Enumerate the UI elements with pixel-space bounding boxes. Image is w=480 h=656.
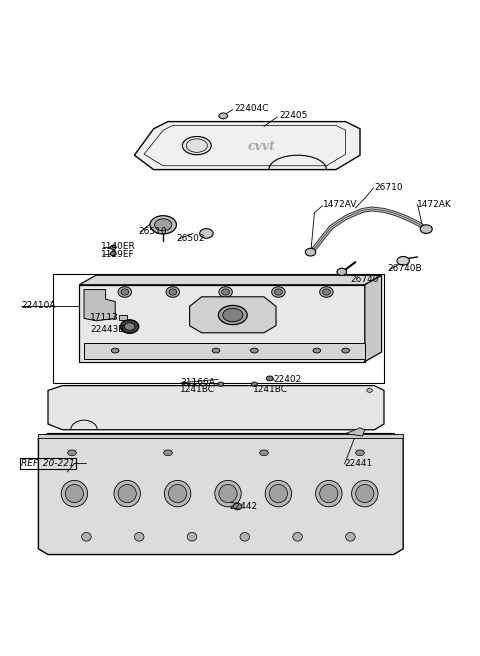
Ellipse shape <box>118 485 136 502</box>
Ellipse shape <box>252 382 257 386</box>
Ellipse shape <box>351 480 378 507</box>
Ellipse shape <box>164 480 191 507</box>
Text: 1241BC: 1241BC <box>252 385 288 394</box>
Polygon shape <box>38 434 403 438</box>
Text: 17113: 17113 <box>90 314 119 322</box>
Ellipse shape <box>260 450 268 456</box>
Ellipse shape <box>342 348 349 353</box>
Ellipse shape <box>275 289 282 295</box>
Ellipse shape <box>187 533 197 541</box>
Ellipse shape <box>313 348 321 353</box>
Polygon shape <box>365 276 382 361</box>
Polygon shape <box>84 343 365 359</box>
Ellipse shape <box>293 533 302 541</box>
Text: 1241BC: 1241BC <box>180 385 215 394</box>
Ellipse shape <box>219 113 228 119</box>
Text: 22404C: 22404C <box>234 104 269 113</box>
Ellipse shape <box>218 382 224 386</box>
Text: 26510: 26510 <box>138 226 167 236</box>
Ellipse shape <box>266 376 273 380</box>
Text: cvvt: cvvt <box>248 140 276 153</box>
Ellipse shape <box>68 450 76 456</box>
Ellipse shape <box>420 225 432 234</box>
Ellipse shape <box>356 485 374 502</box>
Ellipse shape <box>320 287 333 297</box>
Ellipse shape <box>114 480 140 507</box>
Bar <box>119 315 127 320</box>
Text: 22410A: 22410A <box>21 301 56 310</box>
Text: 26710: 26710 <box>374 183 403 192</box>
Text: 26740B: 26740B <box>388 264 422 274</box>
Ellipse shape <box>265 480 291 507</box>
Text: 1129EF: 1129EF <box>101 250 134 259</box>
Ellipse shape <box>337 268 347 276</box>
Polygon shape <box>134 121 360 170</box>
Ellipse shape <box>61 480 88 507</box>
Ellipse shape <box>346 533 355 541</box>
Ellipse shape <box>164 450 172 456</box>
Ellipse shape <box>316 480 342 507</box>
Text: 1472AV: 1472AV <box>323 200 357 209</box>
Ellipse shape <box>212 348 220 353</box>
Ellipse shape <box>169 289 177 295</box>
Text: 31166A: 31166A <box>180 378 216 387</box>
Ellipse shape <box>233 503 242 510</box>
Ellipse shape <box>110 245 116 249</box>
Ellipse shape <box>272 287 285 297</box>
Ellipse shape <box>200 229 213 238</box>
Ellipse shape <box>111 348 119 353</box>
Text: 1140ER: 1140ER <box>101 242 135 251</box>
Ellipse shape <box>124 323 135 331</box>
Text: 22441: 22441 <box>345 459 373 468</box>
Polygon shape <box>190 297 276 333</box>
Ellipse shape <box>168 485 187 502</box>
Ellipse shape <box>305 249 316 256</box>
Text: 26740: 26740 <box>350 275 379 284</box>
Text: 22442: 22442 <box>229 502 258 511</box>
Ellipse shape <box>320 485 338 502</box>
Ellipse shape <box>118 287 132 297</box>
Ellipse shape <box>367 388 372 392</box>
Ellipse shape <box>215 480 241 507</box>
Text: 26502: 26502 <box>177 234 205 243</box>
Polygon shape <box>79 285 365 361</box>
Ellipse shape <box>323 289 330 295</box>
Ellipse shape <box>65 485 84 502</box>
Ellipse shape <box>110 251 116 256</box>
Ellipse shape <box>356 450 364 456</box>
Polygon shape <box>38 434 403 554</box>
Ellipse shape <box>121 289 129 295</box>
Ellipse shape <box>240 533 250 541</box>
Ellipse shape <box>134 533 144 541</box>
Ellipse shape <box>166 287 180 297</box>
Ellipse shape <box>223 308 243 321</box>
Ellipse shape <box>219 287 232 297</box>
Ellipse shape <box>82 533 91 541</box>
Ellipse shape <box>251 348 258 353</box>
Ellipse shape <box>150 216 177 234</box>
Ellipse shape <box>182 136 211 155</box>
Ellipse shape <box>155 219 172 231</box>
Text: 1472AK: 1472AK <box>417 200 451 209</box>
Polygon shape <box>48 386 384 430</box>
Ellipse shape <box>218 306 247 325</box>
Text: 22402: 22402 <box>274 375 302 384</box>
Ellipse shape <box>219 485 237 502</box>
Ellipse shape <box>120 320 139 333</box>
Ellipse shape <box>269 485 288 502</box>
Text: 22405: 22405 <box>279 112 308 120</box>
Text: 22443B: 22443B <box>90 325 125 334</box>
Text: REF. 20-221: REF. 20-221 <box>21 459 75 468</box>
Ellipse shape <box>397 256 409 265</box>
Polygon shape <box>84 289 115 321</box>
Polygon shape <box>346 428 365 436</box>
Ellipse shape <box>222 289 229 295</box>
Polygon shape <box>79 276 382 285</box>
